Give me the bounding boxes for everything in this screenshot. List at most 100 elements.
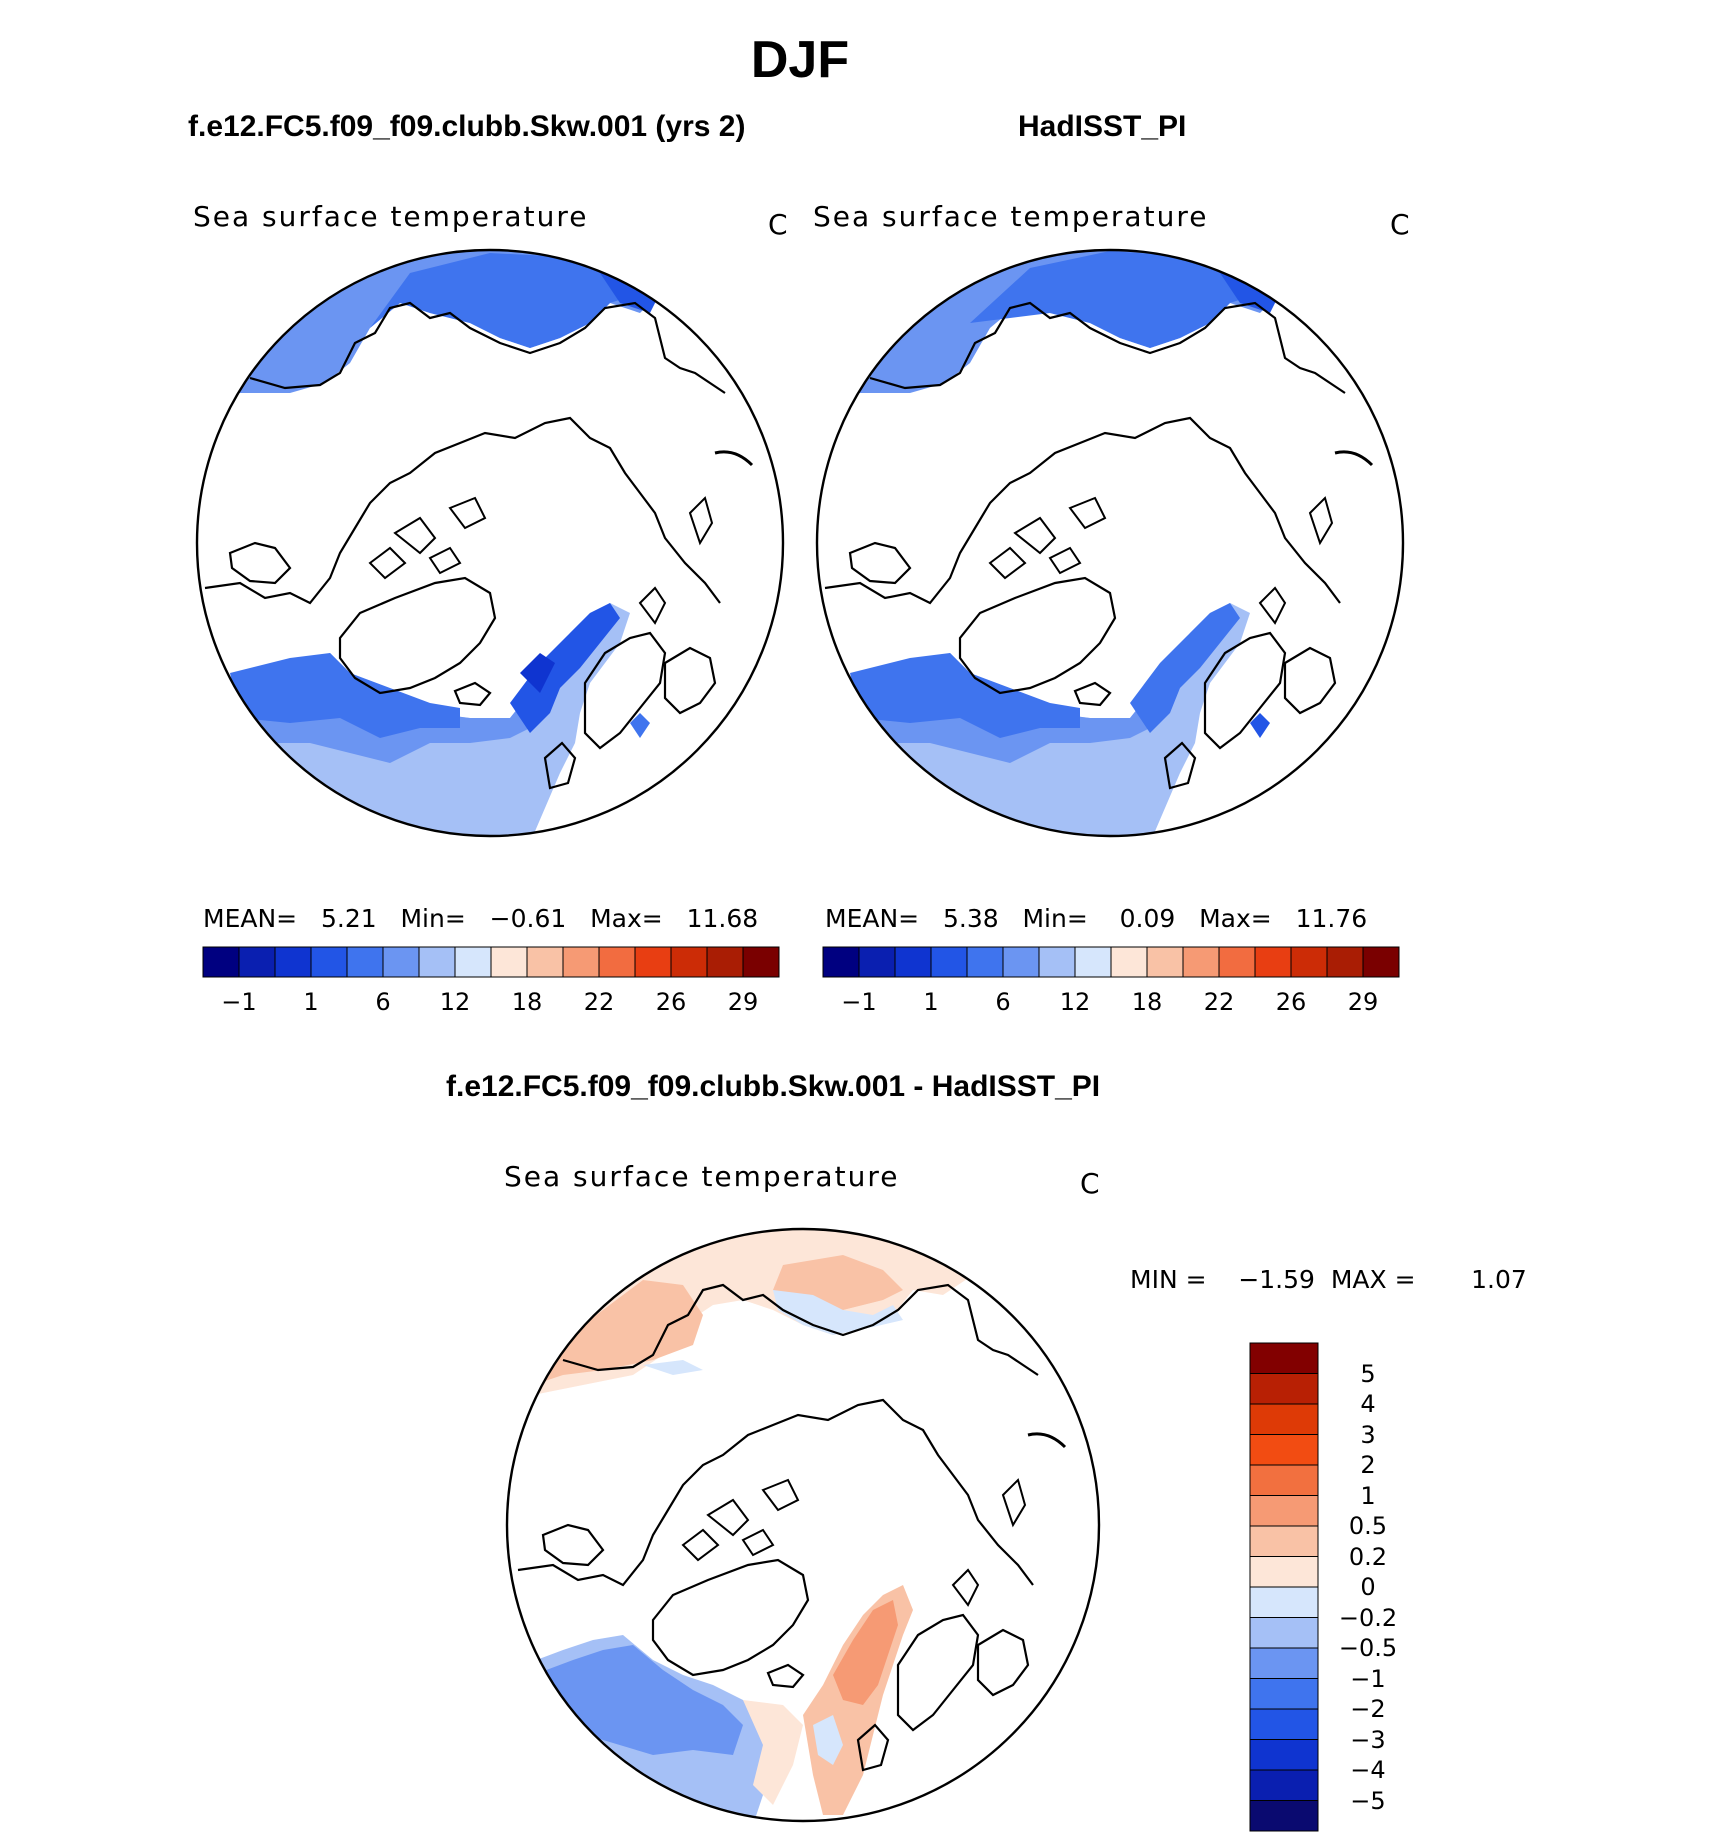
- panel1-colorbar-tick-label: 12: [439, 988, 471, 1016]
- panel2-colorbar-tick-label: 12: [1059, 988, 1091, 1016]
- panel1-colorbar-swatch: [598, 946, 636, 978]
- panel1-colorbar-swatch: [562, 946, 600, 978]
- panel2-colorbar-swatch: [1326, 946, 1364, 978]
- panel2-min-label: Min=: [1022, 904, 1088, 933]
- panel1-max-value: 11.68: [686, 904, 759, 933]
- diff-case-title: f.e12.FC5.f09_f09.clubb.Skw.001 - HadISS…: [446, 1070, 1101, 1103]
- diff-colorbar-swatch: [1249, 1464, 1319, 1496]
- panel1-colorbar-swatch: [238, 946, 276, 978]
- panel1-min-value: −0.61: [489, 904, 567, 933]
- diff-colorbar-swatch: [1249, 1739, 1319, 1771]
- panel1-colorbar-swatch: [346, 946, 384, 978]
- panel1-colorbar-swatch: [670, 946, 708, 978]
- diff-colorbar-swatch: [1249, 1800, 1319, 1832]
- diff-colorbar-swatch: [1249, 1769, 1319, 1801]
- diff-units-label: C: [1080, 1167, 1102, 1200]
- panel2-mean-label: MEAN=: [825, 904, 920, 933]
- panel1-colorbar-swatch: [418, 946, 456, 978]
- diff-colorbar-tick-label: −3: [1350, 1725, 1386, 1754]
- diff-colorbar-tick-label: 3: [1360, 1420, 1376, 1449]
- diff-colorbar-swatch: [1249, 1647, 1319, 1679]
- panel1-variable-label: Sea surface temperature: [193, 200, 589, 233]
- panel2-colorbar-tick-label: 6: [995, 988, 1011, 1016]
- diff-colorbar-swatch: [1249, 1403, 1319, 1435]
- diff-colorbar-tick-label: 4: [1360, 1390, 1376, 1418]
- panel1-mean-label: MEAN=: [203, 904, 298, 933]
- diff-colorbar-tick-label: −5: [1350, 1786, 1386, 1815]
- panel2-colorbar-swatch: [1182, 946, 1220, 978]
- panel2-variable-label: Sea surface temperature: [813, 200, 1209, 233]
- panel2-colorbar-swatch: [1362, 946, 1400, 978]
- panel1-colorbar-ticks: −1 1 6 12 18 22 26 29: [203, 988, 779, 1018]
- panel1-colorbar-swatch: [526, 946, 564, 978]
- panel1-units-label: C: [768, 208, 790, 241]
- diff-colorbar-tick-label: 5: [1360, 1359, 1376, 1388]
- panel2-colorbar-tick-label: −1: [841, 988, 877, 1016]
- diff-colorbar-swatch: [1249, 1678, 1319, 1710]
- panel2-colorbar-swatch: [894, 946, 932, 978]
- diff-colorbar: [1249, 1342, 1319, 1832]
- diff-minmax: MIN = −1.59 MAX = 1.07: [1130, 1265, 1527, 1294]
- diff-colorbar-tick-label: 2: [1360, 1451, 1376, 1479]
- panel1-colorbar-swatch: [274, 946, 312, 978]
- panel1-colorbar-tick-label: 22: [583, 988, 615, 1016]
- diff-colorbar-tick-label: 0.2: [1348, 1542, 1388, 1571]
- panel1-colorbar-swatch: [634, 946, 672, 978]
- panel2-colorbar-swatch: [1110, 946, 1148, 978]
- panel1-colorbar: [202, 946, 780, 978]
- diff-colorbar-swatch: [1249, 1342, 1319, 1374]
- diff-colorbar-ticks: 5 4 3 2 1 0.5 0.2 0 −0.2 −0.5 −1 −2 −3 −4 −5: [1328, 1343, 1418, 1833]
- diff-colorbar-swatch: [1249, 1708, 1319, 1740]
- panel1-mean-value: 5.21: [320, 904, 377, 933]
- panel2-colorbar-tick-label: 1: [923, 988, 939, 1016]
- panel2-colorbar-tick-label: 26: [1275, 988, 1307, 1016]
- diff-colorbar-tick-label: 1: [1360, 1481, 1376, 1510]
- diff-colorbar-tick-label: 0.5: [1348, 1512, 1388, 1540]
- panel1-colorbar-tick-label: 29: [727, 988, 759, 1016]
- panel2-colorbar-swatch: [930, 946, 968, 978]
- panel1-colorbar-tick-label: 26: [655, 988, 687, 1016]
- panel2-max-value: 11.76: [1295, 904, 1368, 933]
- diff-variable-label: Sea surface temperature: [504, 1160, 900, 1193]
- panel1-colorbar-tick-label: 6: [375, 988, 391, 1016]
- panel1-min-label: Min=: [400, 904, 466, 933]
- panel2-colorbar-swatch: [1074, 946, 1112, 978]
- panel2-colorbar: [822, 946, 1400, 978]
- panel2-colorbar-tick-label: 29: [1347, 988, 1379, 1016]
- panel2-map: [815, 248, 1405, 838]
- panel2-colorbar-swatch: [1290, 946, 1328, 978]
- panel1-colorbar-swatch: [742, 946, 780, 978]
- panel2-colorbar-swatch: [1146, 946, 1184, 978]
- panel2-mean-value: 5.38: [942, 904, 999, 933]
- panel1-map: [195, 248, 785, 838]
- diff-colorbar-tick-label: −0.2: [1338, 1603, 1398, 1632]
- panel1-colorbar-swatch: [454, 946, 492, 978]
- diff-map: [505, 1227, 1101, 1823]
- panel1-stats: MEAN= 5.21 Min= −0.61 Max= 11.68: [203, 904, 758, 933]
- panel2-min-value: 0.09: [1119, 904, 1176, 933]
- panel2-colorbar-tick-label: 18: [1131, 988, 1163, 1016]
- panel2-colorbar-swatch: [822, 946, 860, 978]
- diff-colorbar-swatch: [1249, 1617, 1319, 1649]
- diff-colorbar-swatch: [1249, 1525, 1319, 1557]
- panel1-colorbar-tick-label: −1: [221, 988, 257, 1016]
- diff-colorbar-tick-label: −1: [1350, 1664, 1386, 1693]
- panel2-colorbar-swatch: [1038, 946, 1076, 978]
- diff-colorbar-swatch: [1249, 1434, 1319, 1466]
- panel2-colorbar-swatch: [966, 946, 1004, 978]
- panel2-max-label: Max=: [1199, 904, 1272, 933]
- panel1-colorbar-swatch: [310, 946, 348, 978]
- panel1-colorbar-swatch: [490, 946, 528, 978]
- panel1-max-label: Max=: [590, 904, 663, 933]
- page-title: DJF: [750, 31, 850, 89]
- diff-colorbar-tick-label: −0.5: [1338, 1634, 1398, 1662]
- panel1-colorbar-swatch: [382, 946, 420, 978]
- panel2-case-title: HadISST_PI: [1018, 110, 1187, 143]
- diff-colorbar-swatch: [1249, 1586, 1319, 1618]
- diff-colorbar-swatch: [1249, 1556, 1319, 1588]
- panel2-colorbar-swatch: [1218, 946, 1256, 978]
- diff-colorbar-tick-label: 0: [1360, 1573, 1376, 1601]
- panel2-colorbar-swatch: [858, 946, 896, 978]
- panel1-colorbar-swatch: [706, 946, 744, 978]
- panel2-colorbar-swatch: [1002, 946, 1040, 978]
